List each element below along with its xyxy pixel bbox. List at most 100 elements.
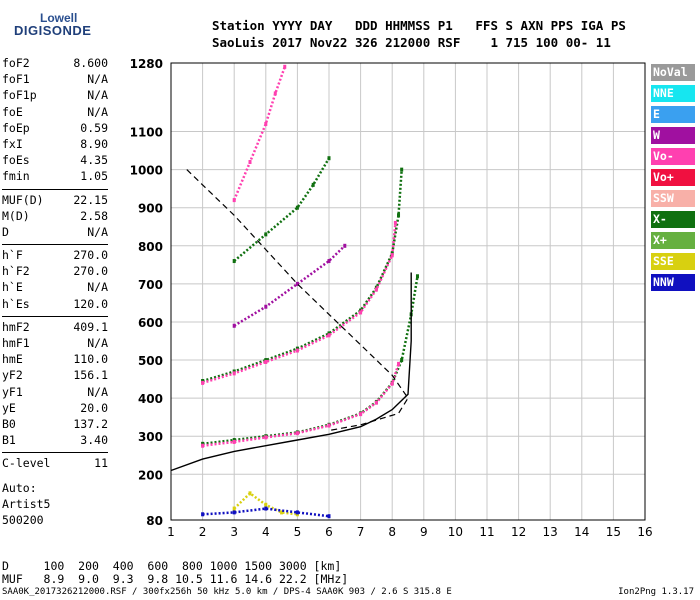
- legend-item: NoVal: [651, 64, 695, 81]
- y-tick-label: 1100: [130, 126, 163, 140]
- param-value: 270.0: [73, 248, 108, 263]
- trace-point: [295, 431, 299, 436]
- trace-point: [283, 64, 287, 69]
- x-tick-label: 8: [388, 525, 396, 539]
- param-label: B1: [2, 433, 16, 448]
- trace-point: [264, 435, 268, 440]
- y-tick-label: 900: [138, 202, 163, 216]
- scaled-parameters-panel: foF2 8.600 foF1 N/A foF1p N/A foE N/A foEp 0.59 fx…: [2, 56, 108, 473]
- param-label: foF1: [2, 72, 30, 87]
- x-tick-label: 4: [262, 525, 270, 539]
- param-row: B0 137.2: [2, 417, 108, 433]
- y-tick-label: 300: [138, 430, 163, 444]
- param-label: hmE: [2, 352, 23, 367]
- param-row: foEs 4.35: [2, 153, 108, 169]
- param-label: fxI: [2, 136, 23, 151]
- param-value: 156.1: [73, 368, 108, 383]
- param-value: 3.40: [80, 433, 108, 448]
- param-value: 22.15: [73, 192, 108, 207]
- param-row: yF2 156.1: [2, 368, 108, 384]
- version-label: Ion2Png 1.3.17: [618, 587, 694, 597]
- param-label: fmin: [2, 169, 30, 184]
- param-value: N/A: [87, 224, 108, 239]
- param-separator: [2, 452, 108, 454]
- param-row: h`F 270.0: [2, 248, 108, 264]
- param-row: h`Es 120.0: [2, 297, 108, 313]
- param-value: 120.0: [73, 296, 108, 311]
- param-value: 1.05: [80, 169, 108, 184]
- x-tick-label: 16: [637, 525, 652, 539]
- param-row: foEp 0.59: [2, 121, 108, 137]
- legend-item: X+: [651, 232, 695, 249]
- x-tick-label: 11: [479, 525, 494, 539]
- param-row: MUF(D) 22.15: [2, 193, 108, 209]
- x-tick-label: 5: [294, 525, 302, 539]
- param-label: MUF(D): [2, 192, 44, 207]
- param-label: yF2: [2, 368, 23, 383]
- trace-point: [295, 205, 299, 210]
- trace-point: [280, 510, 284, 515]
- param-value: 2.58: [80, 208, 108, 223]
- legend-item: SSW: [651, 190, 695, 207]
- param-label: D: [2, 224, 9, 239]
- x-tick-label: 6: [325, 525, 333, 539]
- param-row: foF2 8.600: [2, 56, 108, 72]
- legend-item: E: [651, 106, 695, 123]
- param-label: B0: [2, 416, 16, 431]
- y-tick-label: 500: [138, 354, 163, 368]
- auto-artist: Artist5: [2, 497, 51, 511]
- y-tick-label: 700: [138, 278, 163, 292]
- param-value: 20.0: [80, 400, 108, 415]
- trace-point: [311, 182, 315, 187]
- trace-point: [327, 514, 331, 519]
- param-label: foE: [2, 104, 23, 119]
- trace-point: [400, 358, 404, 363]
- param-row: M(D) 2.58: [2, 209, 108, 225]
- param-row: foF1p N/A: [2, 88, 108, 104]
- y-tick-label: 80: [146, 514, 163, 528]
- param-label: foEp: [2, 120, 30, 135]
- muf-distance-row: D 100 200 400 600 800 1000 1500 3000 [km…: [2, 559, 342, 573]
- plot-frame: [170, 62, 646, 521]
- param-row: C-level 11: [2, 456, 108, 472]
- param-value: 11: [94, 456, 108, 471]
- x-tick-label: 3: [230, 525, 238, 539]
- trace-point: [232, 259, 236, 264]
- y-tick-label: 600: [138, 316, 163, 330]
- trace-point: [374, 287, 378, 292]
- param-row: D N/A: [2, 225, 108, 241]
- y-tick-label: 200: [138, 468, 163, 482]
- param-label: M(D): [2, 208, 30, 223]
- y-tick-label: 800: [138, 240, 163, 254]
- trace-point: [359, 310, 363, 315]
- legend-item: NNW: [651, 274, 695, 291]
- param-row: h`E N/A: [2, 280, 108, 296]
- trace-point: [295, 510, 299, 515]
- trace-point: [390, 253, 394, 258]
- auto-code: 500200: [2, 513, 44, 527]
- param-row: yE 20.0: [2, 401, 108, 417]
- echo-trace: [233, 157, 331, 262]
- legend-item: Vo+: [651, 169, 695, 186]
- echo-trace: [233, 491, 298, 516]
- x-tick-label: 14: [574, 525, 589, 539]
- x-tick-label: 10: [448, 525, 463, 539]
- echo-trace: [202, 363, 400, 447]
- x-tick-label: 12: [511, 525, 526, 539]
- param-row: B1 3.40: [2, 433, 108, 449]
- muf-value-row: MUF 8.9 9.0 9.3 9.8 10.5 11.6 14.6 22.2 …: [2, 572, 349, 586]
- trace-point: [327, 259, 331, 264]
- param-label: yE: [2, 400, 16, 415]
- legend-item: Vo-: [651, 148, 695, 165]
- auto-label: Auto:: [2, 481, 37, 495]
- legend-item: SSE: [651, 253, 695, 270]
- param-label: foEs: [2, 153, 30, 168]
- trace-point: [264, 121, 268, 126]
- param-row: hmF1 N/A: [2, 336, 108, 352]
- param-separator: [2, 244, 108, 246]
- param-value: 4.35: [80, 153, 108, 168]
- x-tick-label: 15: [606, 525, 621, 539]
- param-row: foE N/A: [2, 105, 108, 121]
- trace-point: [397, 213, 401, 218]
